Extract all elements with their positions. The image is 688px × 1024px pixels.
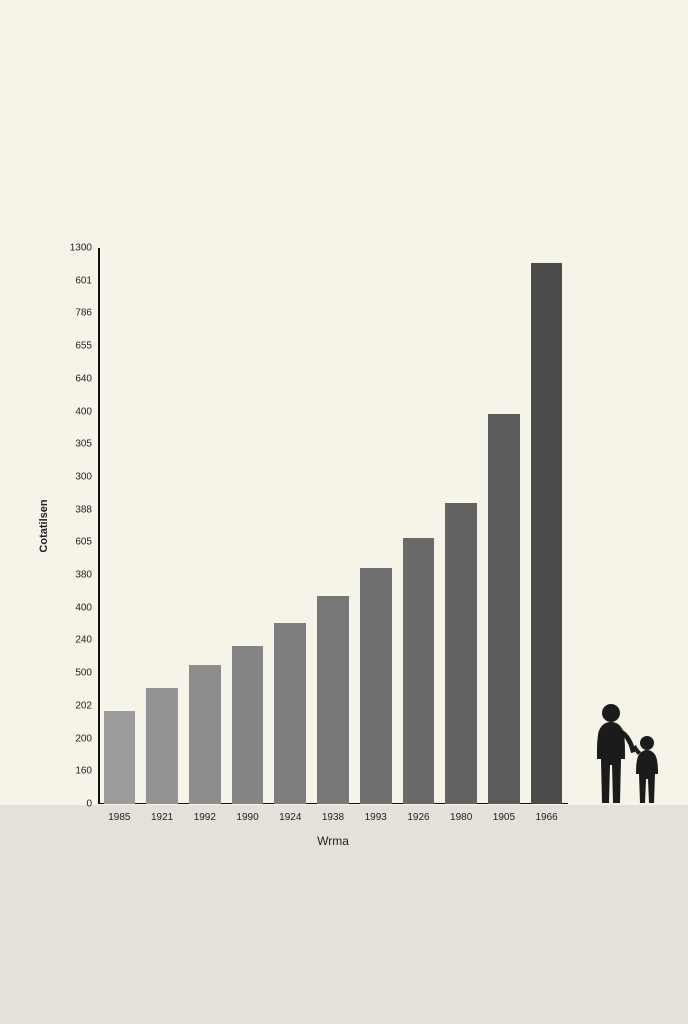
y-tick-label: 786 bbox=[62, 308, 92, 319]
bar bbox=[189, 665, 221, 804]
y-axis-title: Cotatilsen bbox=[38, 499, 50, 552]
y-tick-label: 305 bbox=[62, 439, 92, 450]
child-icon bbox=[633, 736, 658, 803]
bar bbox=[360, 568, 392, 804]
x-tick-label: 1980 bbox=[450, 812, 472, 823]
y-tick-label: 160 bbox=[62, 766, 92, 777]
y-tick-label: 640 bbox=[62, 373, 92, 384]
bar bbox=[531, 263, 563, 804]
y-tick-label: 200 bbox=[62, 733, 92, 744]
bar bbox=[488, 414, 520, 804]
y-tick-label: 380 bbox=[62, 570, 92, 581]
bar-chart: Cotatilsen Wrma 130060178665564040030530… bbox=[98, 248, 568, 804]
y-tick-label: 0 bbox=[62, 799, 92, 810]
adult-icon bbox=[597, 704, 635, 803]
bar bbox=[317, 596, 349, 805]
y-tick-label: 300 bbox=[62, 471, 92, 482]
x-tick-label: 1926 bbox=[407, 812, 429, 823]
canvas: Cotatilsen Wrma 1300 601 786 655 640 400 305 30… bbox=[0, 0, 688, 1024]
y-tick-label: 605 bbox=[62, 537, 92, 548]
x-axis-title: Wrma bbox=[98, 834, 568, 848]
y-tick-label: 1300 bbox=[62, 243, 92, 254]
y-tick-label: 400 bbox=[62, 602, 92, 613]
bar bbox=[232, 646, 264, 804]
bar bbox=[445, 503, 477, 804]
x-tick-label: 1938 bbox=[322, 812, 344, 823]
people-silhouette bbox=[585, 695, 675, 805]
x-tick-label: 1993 bbox=[365, 812, 387, 823]
x-tick-label: 1921 bbox=[151, 812, 173, 823]
y-tick-label: 655 bbox=[62, 341, 92, 352]
y-tick-label: 400 bbox=[62, 406, 92, 417]
y-tick-label: 388 bbox=[62, 504, 92, 515]
y-tick-label: 601 bbox=[62, 275, 92, 286]
y-axis-line bbox=[98, 248, 100, 804]
x-tick-label: 1990 bbox=[236, 812, 258, 823]
bar bbox=[403, 538, 435, 804]
x-tick-label: 1905 bbox=[493, 812, 515, 823]
x-tick-label: 1924 bbox=[279, 812, 301, 823]
y-tick-label: 202 bbox=[62, 700, 92, 711]
x-tick-label: 1992 bbox=[194, 812, 216, 823]
x-tick-label: 1985 bbox=[108, 812, 130, 823]
x-tick-label: 1966 bbox=[536, 812, 558, 823]
bar bbox=[274, 623, 306, 804]
bar bbox=[104, 711, 136, 804]
bar bbox=[146, 688, 178, 804]
y-tick-label: 240 bbox=[62, 635, 92, 646]
y-tick-label: 500 bbox=[62, 668, 92, 679]
